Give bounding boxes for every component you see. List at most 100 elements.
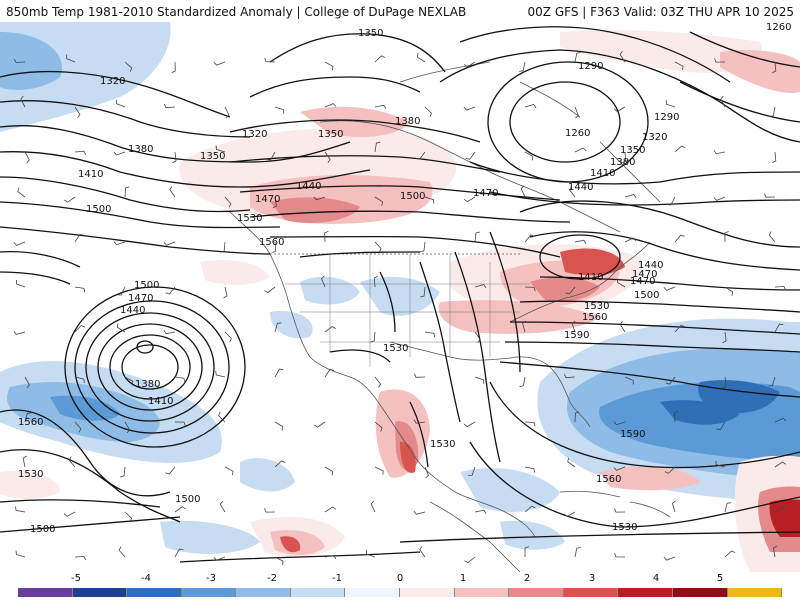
wind-barb — [264, 286, 276, 294]
wind-barb — [464, 556, 476, 564]
wind-barb — [424, 106, 432, 118]
wind-barb — [571, 320, 576, 333]
contour-label: 1530 — [612, 522, 637, 533]
wind-barb — [224, 466, 234, 476]
contour-label: 1500 — [86, 204, 111, 215]
wind-barb — [474, 284, 487, 289]
wind-barb — [219, 500, 226, 513]
wind-barb — [474, 509, 487, 514]
wind-barb — [624, 194, 637, 198]
wind-barb — [13, 330, 26, 335]
wind-barb — [274, 421, 284, 431]
wind-barb — [324, 326, 336, 333]
wind-barb — [664, 466, 676, 474]
wind-barb — [169, 186, 176, 198]
colorbar-tick: 5 — [716, 573, 724, 584]
contour-label: 1470 — [255, 194, 280, 205]
wind-barb — [715, 460, 726, 468]
wind-barb — [624, 237, 637, 243]
wind-barb — [574, 106, 579, 119]
contour-label: 1470 — [630, 276, 655, 287]
wind-barb — [674, 61, 684, 71]
wind-barb — [774, 461, 787, 468]
anomaly-map[interactable]: 1350 1320 1380 1410 1500 1380 1320 1350 … — [0, 22, 800, 572]
colorbar-segment — [181, 588, 237, 597]
wind-barb — [674, 145, 686, 153]
wind-barb — [563, 511, 576, 517]
wind-barb — [474, 331, 481, 343]
wind-barb — [324, 61, 334, 71]
wind-barb — [520, 185, 526, 198]
colorbar-segment — [236, 588, 291, 597]
wind-barb — [474, 376, 485, 384]
contour-label: 1350 — [358, 28, 383, 39]
wind-barb — [119, 466, 126, 478]
wind-barb — [724, 550, 736, 558]
wind-barb — [374, 196, 384, 206]
wind-barb — [274, 556, 284, 566]
wind-barb — [674, 324, 686, 333]
contour-label: 1350 — [200, 151, 225, 162]
wind-barb — [171, 61, 176, 73]
contour-label: 1350 — [620, 145, 645, 156]
anomaly-shading — [0, 22, 800, 572]
wind-barb — [524, 104, 537, 108]
wind-barb — [15, 550, 26, 558]
wind-barb — [374, 241, 382, 253]
wind-barb — [524, 286, 536, 292]
wind-barb — [674, 234, 685, 243]
wind-barb — [374, 104, 387, 109]
colorbar-segment — [345, 588, 401, 597]
wind-barb — [324, 231, 329, 243]
wind-barb — [113, 151, 126, 156]
colorbar-tick: -5 — [71, 573, 81, 584]
wind-barb — [74, 376, 85, 384]
wind-barb — [324, 151, 331, 163]
colorbar-tick: -3 — [206, 573, 216, 584]
contour-label: 1320 — [642, 132, 667, 143]
wind-barb — [467, 466, 476, 476]
wind-barb — [213, 556, 226, 561]
wind-barb — [424, 196, 435, 204]
wind-barb — [224, 331, 232, 343]
wind-barb — [419, 546, 426, 558]
wind-barb — [324, 103, 337, 108]
wind-barb — [213, 61, 226, 66]
wind-barb — [224, 106, 230, 119]
wind-barb — [673, 410, 679, 423]
wind-barb — [413, 510, 426, 515]
contour-labels: 1350 1320 1380 1410 1500 1380 1320 1350 … — [18, 22, 791, 535]
wind-barb — [68, 456, 76, 468]
wind-barb — [424, 466, 429, 479]
wind-barb — [463, 196, 476, 203]
contour-label: 1320 — [242, 129, 267, 140]
contour-label: 1410 — [148, 396, 173, 407]
wind-barb — [713, 149, 726, 155]
contour-label: 1560 — [596, 474, 621, 485]
wind-barb — [724, 231, 729, 243]
wind-barb — [374, 141, 381, 153]
wind-barb — [671, 500, 676, 513]
wind-barb — [24, 151, 30, 164]
contour-label: 1290 — [654, 112, 679, 123]
wind-barb — [321, 275, 326, 288]
wind-barb — [16, 279, 26, 288]
wind-barb — [613, 421, 626, 426]
wind-barb — [264, 57, 276, 63]
wind-barb — [613, 106, 626, 112]
wind-barb — [621, 151, 627, 164]
contour-label: 1470 — [473, 188, 498, 199]
contour-label: 1440 — [568, 182, 593, 193]
wind-barb — [663, 556, 676, 561]
colorbar-tick: -2 — [267, 573, 277, 584]
wind-barb — [17, 187, 26, 198]
wind-barb — [274, 368, 284, 378]
wind-barb — [163, 103, 176, 109]
colorbar-segment — [563, 588, 619, 597]
wind-barb — [524, 421, 536, 427]
wind-barb — [215, 145, 226, 153]
wind-barb — [13, 241, 26, 246]
wind-barb — [519, 61, 526, 72]
contour-label: 1560 — [259, 237, 284, 248]
wind-barb — [772, 61, 777, 74]
